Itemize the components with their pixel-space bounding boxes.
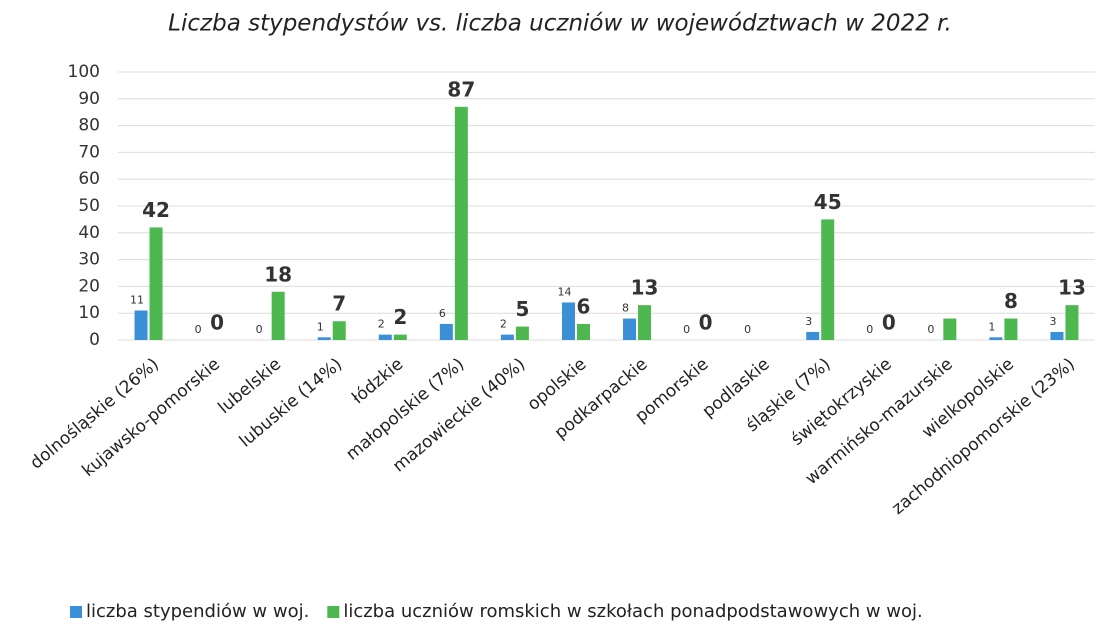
data-label: 3 <box>805 315 812 328</box>
x-tick-label: łódzkie <box>348 354 407 408</box>
y-tick-label: 60 <box>78 169 100 189</box>
data-label: 0 <box>927 323 934 336</box>
chart-title: Liczba stypendystów vs. liczba uczniów w… <box>168 11 952 37</box>
data-label: 42 <box>142 198 170 222</box>
bar <box>271 291 285 340</box>
y-tick-label: 70 <box>78 142 100 162</box>
data-label: 13 <box>631 276 659 300</box>
data-label: 2 <box>378 318 385 331</box>
data-label: 0 <box>744 323 751 336</box>
y-tick-label: 10 <box>78 303 100 323</box>
y-tick-label: 30 <box>78 250 100 270</box>
bar <box>623 318 637 340</box>
data-label: 0 <box>882 311 896 335</box>
y-tick-label: 0 <box>89 330 100 350</box>
y-tick-label: 100 <box>68 62 100 82</box>
bar <box>576 323 590 340</box>
data-label: 2 <box>500 318 507 331</box>
data-label: 13 <box>1058 276 1086 300</box>
bar <box>1050 331 1064 340</box>
bar <box>561 302 575 340</box>
bar <box>439 323 453 340</box>
bar <box>378 334 392 340</box>
bar <box>332 321 346 340</box>
x-tick-label: lubuskie (14%) <box>236 354 346 451</box>
data-label: 11 <box>130 294 144 307</box>
bar <box>1065 305 1079 340</box>
bar <box>943 318 957 340</box>
y-tick-label: 80 <box>78 116 100 136</box>
data-label: 3 <box>1049 315 1056 328</box>
legend-swatch <box>70 606 82 618</box>
data-label: 1 <box>988 320 995 333</box>
legend-swatch <box>327 606 340 618</box>
bar <box>515 326 529 340</box>
data-label: 7 <box>332 292 346 316</box>
data-label: 6 <box>577 294 591 318</box>
bar <box>134 310 148 340</box>
y-tick-label: 20 <box>78 276 100 296</box>
bar <box>638 305 652 340</box>
y-tick-label: 50 <box>78 196 100 216</box>
bar <box>454 106 468 340</box>
data-label: 14 <box>557 285 571 298</box>
bar <box>393 334 407 340</box>
data-label: 0 <box>866 323 873 336</box>
data-label: 5 <box>515 297 529 321</box>
bar <box>317 337 331 340</box>
bar <box>989 337 1003 340</box>
bar <box>500 334 514 340</box>
data-label: 0 <box>256 323 263 336</box>
bar <box>1004 318 1018 340</box>
y-tick-label: 90 <box>78 89 100 109</box>
bar <box>806 331 820 340</box>
data-label: 0 <box>195 323 202 336</box>
legend-label: liczba uczniów romskich w szkołach ponad… <box>343 601 922 622</box>
bar <box>821 219 835 340</box>
legend-label: liczba stypendiów w woj. <box>86 601 309 622</box>
bar <box>149 227 163 340</box>
y-tick-label: 40 <box>78 223 100 243</box>
data-label: 0 <box>683 323 690 336</box>
data-label: 1 <box>317 320 324 333</box>
data-label: 18 <box>264 262 292 286</box>
data-label: 45 <box>814 190 842 214</box>
data-label: 0 <box>699 311 713 335</box>
data-label: 8 <box>1004 289 1018 313</box>
data-label: 6 <box>439 307 446 320</box>
data-label: 87 <box>447 77 475 101</box>
data-label: 8 <box>622 302 629 315</box>
data-label: 2 <box>393 305 407 329</box>
data-label: 0 <box>210 311 224 335</box>
